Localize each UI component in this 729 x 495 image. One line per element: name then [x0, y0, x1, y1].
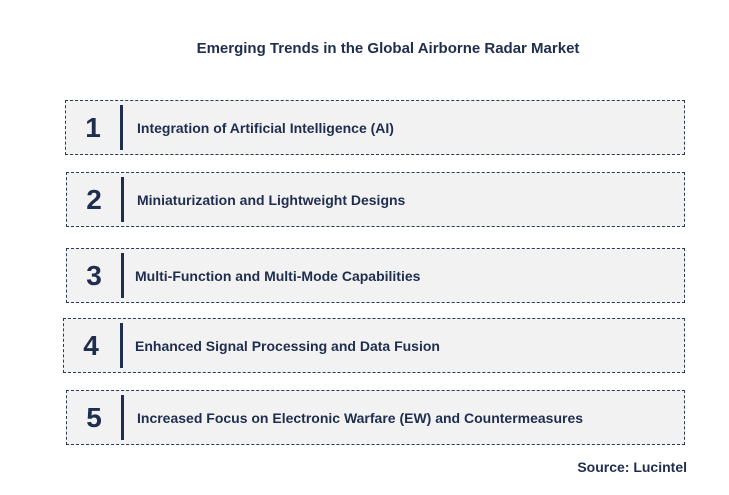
- trend-number: 3: [86, 259, 102, 291]
- trend-label: Increased Focus on Electronic Warfare (E…: [137, 409, 584, 426]
- trend-divider: [121, 395, 124, 440]
- trend-item-1: 1 Integration of Artificial Intelligence…: [65, 100, 685, 155]
- diagram-title: Emerging Trends in the Global Airborne R…: [196, 40, 580, 57]
- trend-divider: [121, 253, 124, 298]
- trend-divider: [121, 177, 124, 222]
- trend-label: Enhanced Signal Processing and Data Fusi…: [135, 337, 440, 354]
- trend-label: Integration of Artificial Intelligence (…: [137, 119, 394, 136]
- trend-number: 5: [86, 401, 102, 433]
- source-label: Source: Lucintel: [577, 459, 687, 475]
- trend-number: 1: [85, 111, 101, 143]
- trend-number: 2: [86, 183, 102, 215]
- trend-item-3: 3 Multi-Function and Multi-Mode Capabili…: [66, 248, 685, 303]
- trend-divider: [120, 323, 123, 368]
- trend-divider: [120, 105, 123, 150]
- trend-label: Miniaturization and Lightweight Designs: [137, 191, 406, 208]
- trend-item-5: 5 Increased Focus on Electronic Warfare …: [66, 390, 685, 445]
- trend-item-4: 4 Enhanced Signal Processing and Data Fu…: [63, 318, 685, 373]
- trend-number: 4: [83, 329, 99, 361]
- trend-label: Multi-Function and Multi-Mode Capabiliti…: [135, 267, 421, 284]
- trend-item-2: 2 Miniaturization and Lightweight Design…: [66, 172, 685, 227]
